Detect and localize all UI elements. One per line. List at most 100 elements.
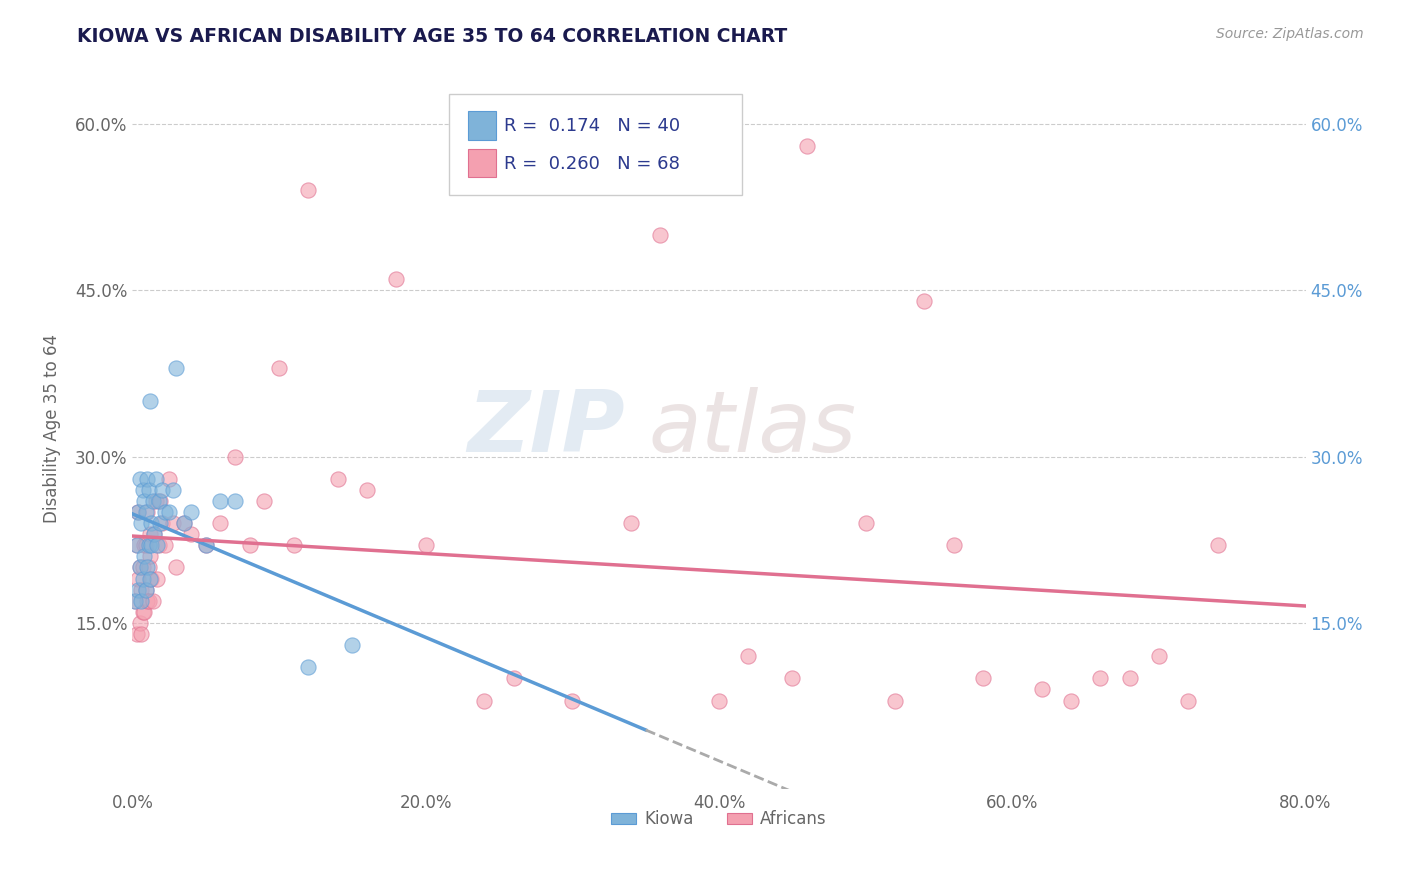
Point bbox=[150, 483, 173, 497]
Point bbox=[132, 538, 155, 552]
Point bbox=[707, 693, 730, 707]
Point bbox=[239, 538, 262, 552]
Point bbox=[1206, 538, 1229, 552]
Point bbox=[912, 294, 935, 309]
Point bbox=[209, 494, 232, 508]
Text: Source: ZipAtlas.com: Source: ZipAtlas.com bbox=[1216, 27, 1364, 41]
Text: R =  0.174   N = 40: R = 0.174 N = 40 bbox=[505, 117, 681, 136]
Point bbox=[136, 505, 159, 519]
Point bbox=[1147, 649, 1170, 664]
Point bbox=[125, 538, 148, 552]
Point bbox=[132, 494, 155, 508]
Point bbox=[153, 538, 176, 552]
Point bbox=[1060, 693, 1083, 707]
Point bbox=[224, 450, 246, 464]
Point bbox=[139, 572, 162, 586]
Point bbox=[1118, 671, 1140, 685]
Point bbox=[173, 516, 195, 530]
Text: atlas: atlas bbox=[648, 387, 856, 470]
Point bbox=[1090, 671, 1112, 685]
Point bbox=[143, 527, 166, 541]
Point bbox=[855, 516, 877, 530]
Point bbox=[132, 549, 155, 564]
Point bbox=[135, 538, 157, 552]
FancyBboxPatch shape bbox=[468, 111, 496, 140]
Point bbox=[253, 494, 276, 508]
Point bbox=[326, 472, 349, 486]
Point bbox=[561, 693, 583, 707]
Point bbox=[148, 538, 170, 552]
Point bbox=[148, 494, 170, 508]
Point bbox=[132, 605, 155, 619]
Point bbox=[1177, 693, 1199, 707]
Legend: Kiowa, Africans: Kiowa, Africans bbox=[605, 804, 834, 835]
Point bbox=[472, 693, 495, 707]
Point bbox=[124, 593, 146, 607]
Point bbox=[972, 671, 994, 685]
Text: ZIP: ZIP bbox=[467, 387, 626, 470]
Point bbox=[128, 560, 150, 574]
Point bbox=[153, 505, 176, 519]
Point bbox=[942, 538, 965, 552]
Point bbox=[165, 560, 187, 574]
Point bbox=[139, 527, 162, 541]
Point bbox=[267, 360, 290, 375]
Point bbox=[138, 560, 160, 574]
Point bbox=[342, 638, 364, 652]
Point bbox=[129, 582, 152, 597]
Point bbox=[145, 472, 167, 486]
Point bbox=[128, 615, 150, 630]
Point bbox=[131, 483, 153, 497]
Point bbox=[502, 671, 524, 685]
Point bbox=[138, 483, 160, 497]
Point bbox=[142, 494, 165, 508]
Point bbox=[128, 560, 150, 574]
Point bbox=[143, 527, 166, 541]
Point bbox=[180, 505, 202, 519]
Point bbox=[125, 538, 148, 552]
Point bbox=[796, 139, 818, 153]
Point bbox=[620, 516, 643, 530]
Point bbox=[139, 549, 162, 564]
Point bbox=[157, 505, 180, 519]
Point bbox=[650, 227, 672, 242]
Point bbox=[149, 494, 172, 508]
Point bbox=[297, 184, 319, 198]
Point bbox=[129, 627, 152, 641]
Point bbox=[142, 593, 165, 607]
Point bbox=[150, 516, 173, 530]
Point bbox=[297, 660, 319, 674]
Point bbox=[129, 516, 152, 530]
Point bbox=[209, 516, 232, 530]
Point bbox=[180, 527, 202, 541]
Point bbox=[194, 538, 217, 552]
FancyBboxPatch shape bbox=[449, 94, 742, 194]
Point bbox=[136, 593, 159, 607]
Point bbox=[165, 360, 187, 375]
Point bbox=[141, 538, 163, 552]
Point bbox=[128, 472, 150, 486]
Point bbox=[136, 560, 159, 574]
Point bbox=[1031, 682, 1053, 697]
Point bbox=[127, 572, 149, 586]
Point bbox=[135, 582, 157, 597]
Point bbox=[138, 593, 160, 607]
Point bbox=[157, 472, 180, 486]
Point bbox=[135, 505, 157, 519]
Point bbox=[146, 572, 169, 586]
Point bbox=[135, 582, 157, 597]
Point bbox=[138, 538, 160, 552]
Point bbox=[194, 538, 217, 552]
Point bbox=[131, 605, 153, 619]
Point bbox=[173, 516, 195, 530]
Point bbox=[283, 538, 305, 552]
Point bbox=[224, 494, 246, 508]
Point bbox=[127, 582, 149, 597]
Point bbox=[127, 505, 149, 519]
Point bbox=[162, 483, 184, 497]
Point bbox=[737, 649, 759, 664]
Point bbox=[385, 272, 408, 286]
Point bbox=[136, 472, 159, 486]
Text: KIOWA VS AFRICAN DISABILITY AGE 35 TO 64 CORRELATION CHART: KIOWA VS AFRICAN DISABILITY AGE 35 TO 64… bbox=[77, 27, 787, 45]
Point bbox=[356, 483, 378, 497]
